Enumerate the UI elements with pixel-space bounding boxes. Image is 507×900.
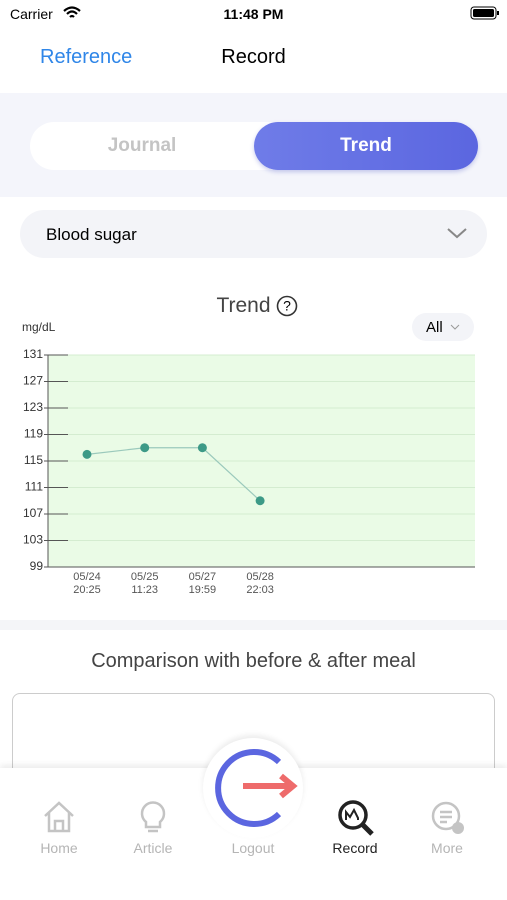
article-icon[interactable] <box>137 798 169 834</box>
home-icon[interactable] <box>42 800 76 834</box>
tab-journal[interactable]: Journal <box>107 135 177 156</box>
y-tick-label: 107 <box>23 506 43 520</box>
logout-icon[interactable] <box>205 740 301 836</box>
tab-more[interactable]: More <box>431 840 463 856</box>
x-tick-label: 05/25 11:23 <box>130 571 159 596</box>
carrier: Carrier <box>10 6 53 22</box>
clock: 11:48 PM <box>223 6 284 22</box>
filter-text: All <box>426 319 443 336</box>
chart: 99 103 107 111 115 119 123 127 131 <box>23 347 475 573</box>
record-icon[interactable] <box>336 798 376 838</box>
y-tick-label: 123 <box>23 400 43 414</box>
y-tick-label: 99 <box>30 559 44 573</box>
filter[interactable]: All <box>412 313 474 341</box>
y-tick-label: 119 <box>24 427 43 441</box>
filter-chevron <box>450 324 460 330</box>
data-point <box>197 443 207 453</box>
selector[interactable]: Blood sugar <box>20 210 487 258</box>
data-point <box>140 443 150 453</box>
y-tick-label: 131 <box>23 347 43 361</box>
selector-text: Blood sugar <box>46 225 137 244</box>
x-tick-label: 05/24 20:25 <box>73 571 101 596</box>
back-button[interactable]: Reference <box>40 46 133 68</box>
chevron <box>447 228 467 239</box>
battery-icon <box>470 6 499 20</box>
series-line <box>86 447 261 502</box>
y-tick-label: 103 <box>23 533 43 547</box>
y-tick-label: 111 <box>25 480 44 494</box>
x-tick-label: 05/27 19:59 <box>188 571 217 596</box>
data-point <box>255 496 265 506</box>
tab-logout[interactable]: Logout <box>231 840 275 856</box>
y-unit: mg/dL <box>22 320 56 334</box>
divider <box>0 620 507 630</box>
svg-text:?: ? <box>283 298 291 314</box>
y-tick-label: 115 <box>24 453 43 467</box>
wifi-icon <box>63 6 81 18</box>
x-tick-label: 05/28 22:03 <box>246 571 274 596</box>
tab-record[interactable]: Record <box>332 840 378 856</box>
tab-home[interactable]: Home <box>40 840 78 856</box>
data-point <box>82 449 92 459</box>
tab-trend[interactable]: Trend <box>254 122 478 170</box>
nav-title: Record <box>221 46 286 68</box>
tab-article[interactable]: Article <box>133 840 173 856</box>
chart-title: Trend <box>216 294 271 317</box>
more-icon[interactable] <box>430 800 466 836</box>
section-title: Comparison with before & after meal <box>91 650 416 672</box>
y-tick-label: 127 <box>23 374 43 388</box>
help-icon[interactable]: ? <box>276 295 298 317</box>
